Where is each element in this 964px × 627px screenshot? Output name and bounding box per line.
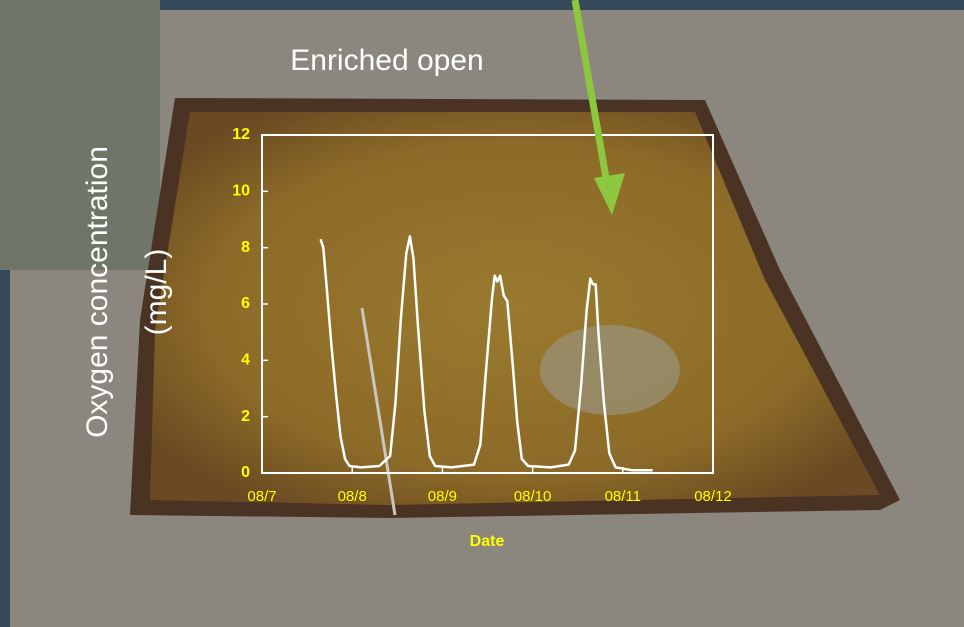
y-tick-label: 0	[241, 464, 250, 481]
x-tick-label: 08/12	[694, 488, 732, 505]
y-tick-label: 2	[241, 408, 250, 425]
chart-title: Enriched open	[290, 44, 483, 77]
y-tick-label: 12	[232, 126, 250, 143]
x-tick-label: 08/10	[514, 488, 552, 505]
x-axis-title: Date	[470, 533, 505, 550]
y-tick-label: 10	[232, 183, 250, 200]
y-axis-title: (mg/L)	[140, 249, 173, 336]
x-tick-label: 08/7	[247, 488, 276, 505]
slide: Enriched open Oxygen concentration (mg/L…	[0, 0, 964, 627]
shrub	[540, 325, 680, 415]
y-tick-label: 6	[241, 295, 250, 312]
y-tick-label: 8	[241, 239, 250, 256]
y-tick-label: 4	[241, 352, 250, 369]
x-tick-label: 08/8	[338, 488, 367, 505]
x-tick-label: 08/9	[428, 488, 457, 505]
y-axis-title: Oxygen concentration	[81, 146, 114, 438]
x-tick-label: 08/11	[605, 488, 641, 505]
page: {"chart_data": { "type": "line", "title"…	[0, 0, 964, 627]
